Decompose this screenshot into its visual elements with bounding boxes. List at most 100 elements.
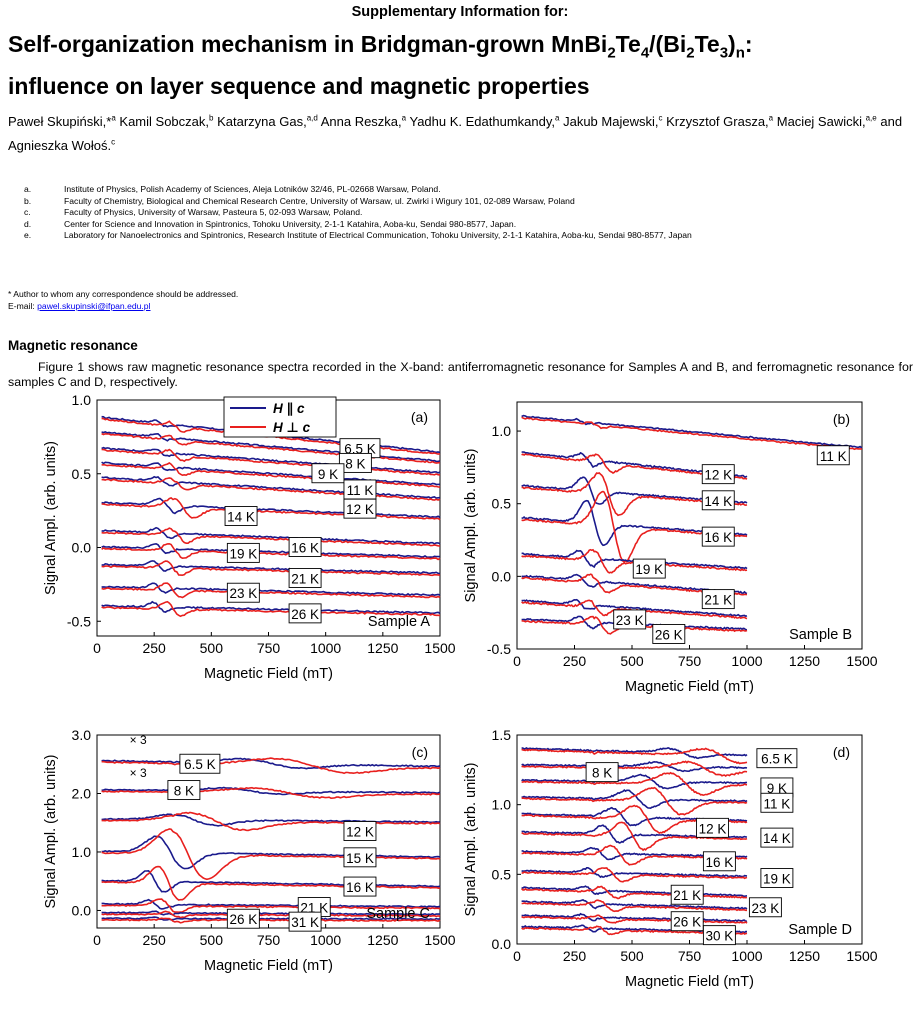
trace-perp-11K	[521, 416, 863, 451]
temperature-label: 8 K	[592, 766, 612, 781]
email-link[interactable]: pawel.skupinski@ifpan.edu.pl	[37, 301, 151, 311]
x-tick-label: 1250	[367, 932, 398, 948]
temperature-label-box	[179, 753, 221, 774]
x-tick-label: 1500	[424, 640, 455, 656]
trace-parallel-19K	[521, 867, 748, 879]
trace-perp-6_5K	[101, 757, 441, 775]
trace-parallel-16K	[101, 869, 441, 893]
temperature-label-box	[224, 506, 258, 526]
author-affiliation-mark: b	[209, 114, 214, 123]
plot-panel-c: 0 250 500 750 1000 1250 1500 3.0 2.0 1.0 0.0 Magnet…	[43, 727, 456, 974]
temperature-label-box	[670, 911, 704, 932]
scale-annotation: × 3	[130, 766, 147, 780]
y-tick-label: 1.5	[492, 727, 512, 743]
panel-label: (b)	[833, 411, 850, 427]
trace-parallel-11K	[101, 461, 441, 486]
trace-parallel-14K	[101, 497, 441, 519]
author-affiliation-mark: a,e	[865, 114, 877, 123]
temperature-label-box	[816, 445, 850, 466]
temperature-label: 9 K	[318, 467, 338, 482]
temperature-label: 21 K	[704, 593, 732, 608]
correspondence-block: * Author to whom any correspondence shou…	[8, 288, 238, 312]
temperature-label: 16 K	[346, 880, 374, 895]
title-text-3: /(Bi	[649, 31, 687, 57]
trace-perp-21K	[101, 560, 441, 577]
paper-title: Self-organization mechanism in Bridgman-…	[8, 28, 908, 103]
x-tick-label: 0	[93, 932, 101, 948]
trace-parallel-21K	[101, 898, 441, 910]
trace-perp-16K	[101, 865, 441, 901]
affiliation-text: Faculty of Chemistry, Biological and Che…	[64, 195, 575, 206]
affiliation-text: Institute of Physics, Polish Academy of …	[64, 184, 441, 194]
sample-label: Sample B	[789, 627, 852, 643]
title-text-1: Self-organization mechanism in Bridgman-…	[8, 31, 608, 57]
temperature-label-box	[288, 603, 322, 624]
author-name: Paweł Skupiński,*	[8, 114, 112, 130]
trace-perp-8K	[101, 786, 441, 800]
temperature-label: 19 K	[229, 546, 257, 561]
author: Yadhu K. Edathumkandy,a	[410, 114, 560, 129]
panel-label: (c)	[412, 744, 428, 760]
trace-perp-26K	[521, 914, 748, 924]
x-axis-label: Magnetic Field (mT)	[204, 666, 333, 682]
affiliation-key: c.	[24, 207, 31, 218]
trace-parallel-16K	[101, 526, 441, 545]
x-tick-label: 1500	[846, 948, 877, 964]
author-affiliation-mark: c	[658, 114, 663, 123]
temperature-label: 19 K	[635, 562, 663, 577]
author-list: Paweł Skupiński,*a Kamil Sobczak,b Katar…	[8, 109, 913, 156]
affiliation-key: b.	[24, 195, 32, 206]
x-tick-label: 250	[142, 640, 166, 656]
trace-perp-11K	[521, 786, 748, 816]
y-tick-label: 0.0	[492, 936, 512, 952]
temperature-label-box	[760, 827, 794, 848]
trace-perp-26K	[101, 910, 441, 919]
y-tick-label: 1.0	[72, 844, 92, 860]
title-sub: 2	[607, 44, 616, 62]
temperature-label: 11 K	[820, 449, 847, 464]
author-name: Kamil Sobczak,	[119, 114, 209, 130]
temperature-label-box	[343, 821, 377, 841]
panel-label: (d)	[833, 744, 850, 760]
x-tick-label: 250	[563, 948, 587, 964]
trace-parallel-21K	[521, 885, 748, 898]
author: Anna Reszka,a	[321, 114, 406, 129]
temperature-label-box	[226, 908, 260, 929]
temperature-label: 16 K	[291, 541, 319, 556]
plot-panel-b: 0 250 500 750 1000 1250 1500 1.0 0.5 0.0 -0.5 Magne…	[463, 401, 878, 695]
title-sub: n	[735, 44, 745, 62]
title-line-2: influence on layer sequence and magnetic…	[8, 72, 590, 99]
title-sub: 4	[640, 44, 650, 62]
temperature-label: 11 K	[347, 483, 374, 498]
author-affiliation-mark: c	[111, 137, 116, 147]
title-text-2: Te	[615, 31, 641, 57]
temperature-label-box	[756, 748, 798, 769]
trace-parallel-9K	[521, 773, 748, 790]
y-axis-label: Signal Ampl. (arb. units)	[463, 763, 479, 917]
affiliation-text: Faculty of Physics, University of Warsaw…	[64, 207, 363, 218]
trace-parallel-31K	[101, 916, 440, 921]
x-tick-label: 500	[620, 948, 644, 964]
y-axis-label: Signal Ampl. (arb. units)	[43, 441, 59, 595]
y-tick-label: 0.0	[72, 902, 92, 918]
temperature-label: 26 K	[655, 627, 683, 642]
temperature-label-box	[613, 609, 647, 630]
trace-perp-31K	[101, 917, 441, 924]
y-tick-label: -0.5	[487, 641, 511, 657]
temperature-label: 23 K	[616, 613, 644, 628]
temperature-label: 6.5 K	[184, 757, 216, 772]
trace-parallel-19K	[101, 542, 441, 559]
temperature-label-box	[702, 851, 736, 872]
author: Paweł Skupiński,*a	[8, 114, 116, 129]
x-tick-label: 750	[257, 932, 281, 948]
x-tick-label: 250	[142, 932, 166, 948]
author: Katarzyna Gas,a,d	[217, 114, 318, 129]
temperature-label: 23 K	[229, 586, 257, 601]
x-tick-label: 750	[257, 640, 281, 656]
y-tick-label: 3.0	[72, 727, 92, 743]
correspondence-note: * Author to whom any correspondence shou…	[8, 289, 239, 299]
author-name: Katarzyna Gas,	[217, 114, 307, 130]
temperature-label: 6.5 K	[344, 442, 376, 457]
x-tick-label: 1250	[367, 640, 398, 656]
trace-parallel-12K	[101, 475, 441, 499]
